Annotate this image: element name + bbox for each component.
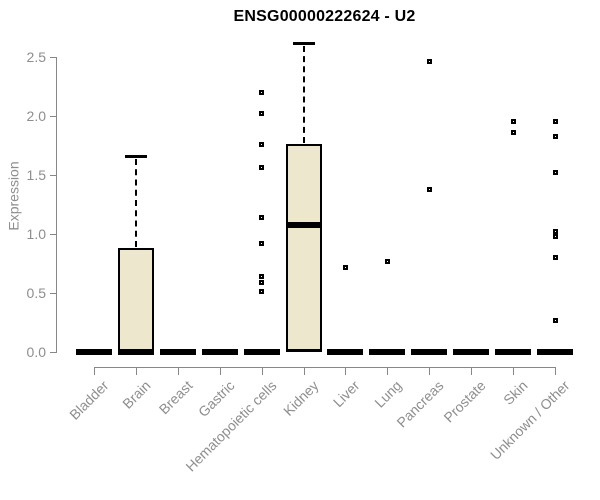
- box-iqr: [285, 144, 322, 352]
- y-axis-tick-label: 1.0: [26, 226, 46, 242]
- x-axis-tick: [261, 367, 263, 375]
- chart-title: ENSG00000222624 - U2: [233, 8, 416, 25]
- outlier-point: [426, 186, 432, 192]
- zero-median-bar: [201, 349, 238, 355]
- x-axis-tick: [93, 367, 95, 375]
- zero-median-bar: [75, 349, 112, 355]
- outlier-point: [259, 289, 265, 295]
- x-axis-tick: [345, 367, 347, 375]
- zero-median-bar: [537, 349, 574, 355]
- y-axis-tick-label: 0.5: [26, 285, 46, 301]
- outlier-point: [259, 165, 265, 171]
- y-axis-tick-label: 2.5: [26, 49, 46, 65]
- upper-whisker: [302, 45, 305, 144]
- outlier-point: [510, 130, 516, 136]
- x-axis-tick: [135, 367, 137, 375]
- outlier-point: [259, 279, 265, 285]
- x-axis-tick: [177, 367, 179, 375]
- outlier-point: [259, 273, 265, 279]
- y-axis-tick: [50, 234, 57, 235]
- y-axis-tick: [50, 175, 57, 176]
- zero-median-bar: [243, 349, 280, 355]
- outlier-point: [510, 119, 516, 125]
- outlier-point: [552, 317, 558, 323]
- x-axis-line: [93, 367, 556, 368]
- outlier-point: [552, 119, 558, 125]
- x-axis-tick: [429, 367, 431, 375]
- y-axis-tick: [50, 116, 57, 117]
- y-axis-tick: [50, 352, 57, 353]
- outlier-point: [552, 133, 558, 139]
- outlier-point: [259, 141, 265, 147]
- zero-median-bar: [495, 349, 532, 355]
- whisker-cap: [292, 41, 315, 45]
- y-axis-line: [56, 57, 57, 352]
- box-iqr: [117, 248, 154, 352]
- outlier-point: [552, 170, 558, 176]
- x-axis-tick: [387, 367, 389, 375]
- y-axis-tick-label: 1.5: [26, 167, 46, 183]
- y-axis-tick: [50, 57, 57, 58]
- outlier-point: [552, 233, 558, 239]
- outlier-point: [552, 229, 558, 235]
- x-axis-tick: [303, 367, 305, 375]
- outlier-point: [552, 255, 558, 261]
- y-axis-tick-label: 2.0: [26, 108, 46, 124]
- whisker-cap: [124, 155, 147, 159]
- x-axis-tick: [513, 367, 515, 375]
- outlier-point: [259, 89, 265, 95]
- outlier-point: [342, 264, 348, 270]
- zero-median-bar: [159, 349, 196, 355]
- outlier-point: [259, 214, 265, 220]
- zero-median-bar: [411, 349, 448, 355]
- outlier-point: [259, 111, 265, 117]
- y-axis-tick-label: 0.0: [26, 344, 46, 360]
- zero-median-bar: [369, 349, 406, 355]
- y-axis-tick: [50, 293, 57, 294]
- median-line: [287, 221, 320, 228]
- upper-whisker: [134, 159, 137, 248]
- x-axis-tick: [471, 367, 473, 375]
- zero-median-bar: [453, 349, 490, 355]
- zero-median-bar: [327, 349, 364, 355]
- x-axis-tick: [219, 367, 221, 375]
- x-axis-tick: [555, 367, 557, 375]
- outlier-point: [426, 59, 432, 65]
- outlier-point: [259, 240, 265, 246]
- zero-median-bar: [117, 349, 154, 355]
- outlier-point: [384, 258, 390, 264]
